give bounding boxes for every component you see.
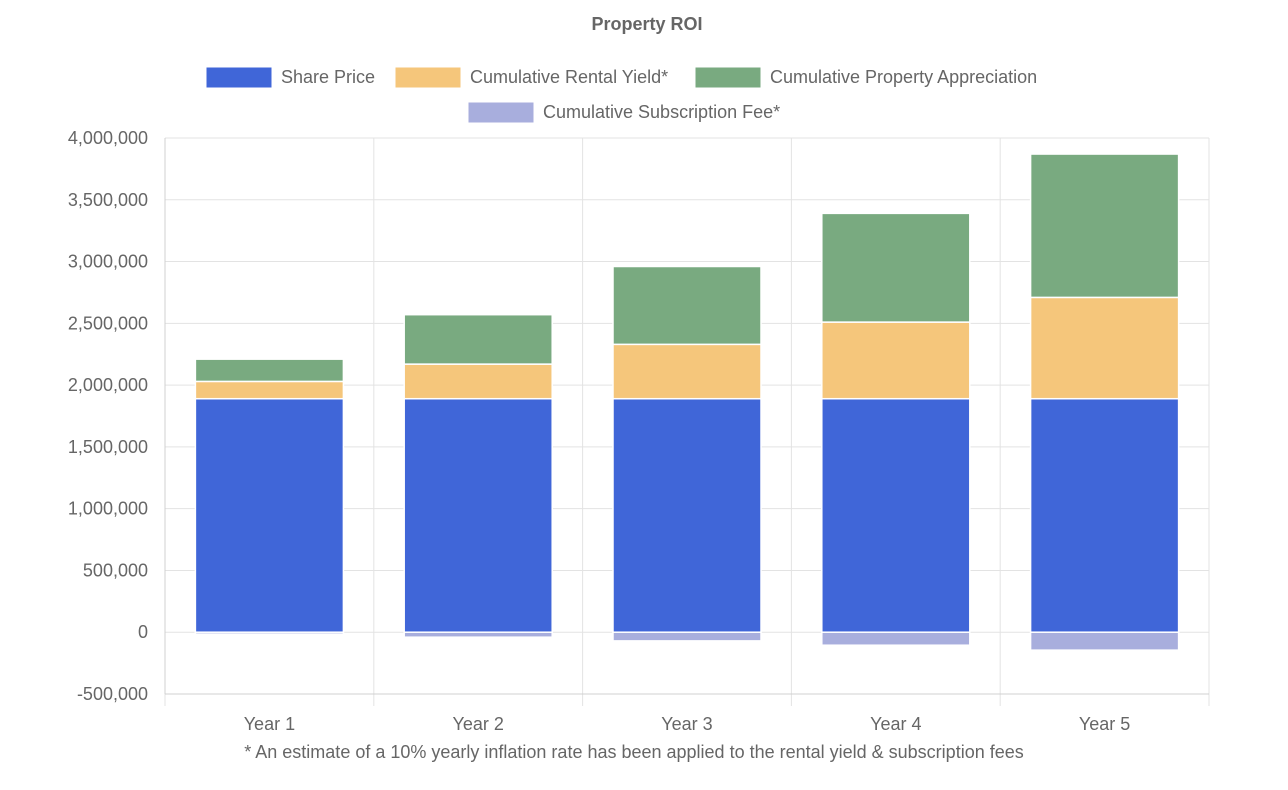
bar-3-series-0 (612, 397, 762, 633)
y-axis-ticks: 4,000,000 3,500,000 3,000,000 2,500,000 2,00… (68, 128, 148, 704)
x-tick-label-0: Year 1 (244, 714, 295, 734)
legend-swatch-1 (395, 67, 461, 88)
bar-4-series-1 (821, 321, 971, 400)
y-tick-label-4: 2,000,000 (68, 375, 148, 395)
y-tick-label-2: 3,000,000 (68, 252, 148, 272)
legend-swatch-2 (695, 67, 761, 88)
bars (194, 153, 1180, 651)
bar-2-series-0 (403, 397, 553, 633)
y-tick-label-0: 4,000,000 (68, 128, 148, 148)
bar-4-series-0 (821, 397, 971, 633)
legend-swatch-3 (468, 102, 534, 123)
bar-5-series-0 (1029, 397, 1180, 633)
bar-3-series-2 (612, 265, 762, 346)
bar-1-series-3 (194, 631, 345, 635)
legend-label-3: Cumulative Subscription Fee* (543, 102, 780, 122)
y-tick-label-6: 1,000,000 (68, 499, 148, 519)
bar-2-series-1 (403, 363, 553, 400)
legend-label-0: Share Price (281, 67, 375, 87)
x-tick-label-4: Year 5 (1079, 714, 1130, 734)
y-tick-label-5: 1,500,000 (68, 437, 148, 457)
x-tick-label-2: Year 3 (661, 714, 712, 734)
footnote: * An estimate of a 10% yearly inflation … (244, 742, 1023, 762)
bar-5-series-2 (1029, 153, 1180, 299)
bar-5-series-1 (1029, 296, 1180, 400)
legend-swatch-0 (206, 67, 272, 88)
y-tick-label-9: -500,000 (77, 684, 148, 704)
x-tick-label-1: Year 2 (453, 714, 504, 734)
bar-4-series-3 (821, 631, 971, 646)
bar-3-series-3 (612, 631, 762, 642)
bar-4-series-2 (821, 212, 971, 323)
bar-3-series-1 (612, 343, 762, 400)
chart-title: Property ROI (591, 14, 702, 34)
y-tick-label-8: 0 (138, 622, 148, 642)
bar-1-series-2 (194, 358, 345, 383)
bar-1-series-1 (194, 380, 345, 400)
legend: Share Price Cumulative Rental Yield* Cumul… (206, 67, 1037, 123)
legend-label-1: Cumulative Rental Yield* (470, 67, 668, 87)
legend-label-2: Cumulative Property Appreciation (770, 67, 1037, 87)
bar-2-series-2 (403, 313, 553, 365)
axes (164, 138, 1209, 695)
bar-5-series-3 (1029, 631, 1180, 651)
y-tick-label-3: 2,500,000 (68, 313, 148, 333)
x-axis-ticks: Year 1 Year 2 Year 3 Year 4 Year 5 (244, 714, 1131, 734)
x-tick-label-3: Year 4 (870, 714, 921, 734)
y-tick-label-7: 500,000 (83, 560, 148, 580)
y-tick-label-1: 3,500,000 (68, 190, 148, 210)
bar-2-series-3 (403, 631, 553, 638)
bar-1-series-0 (194, 397, 345, 633)
